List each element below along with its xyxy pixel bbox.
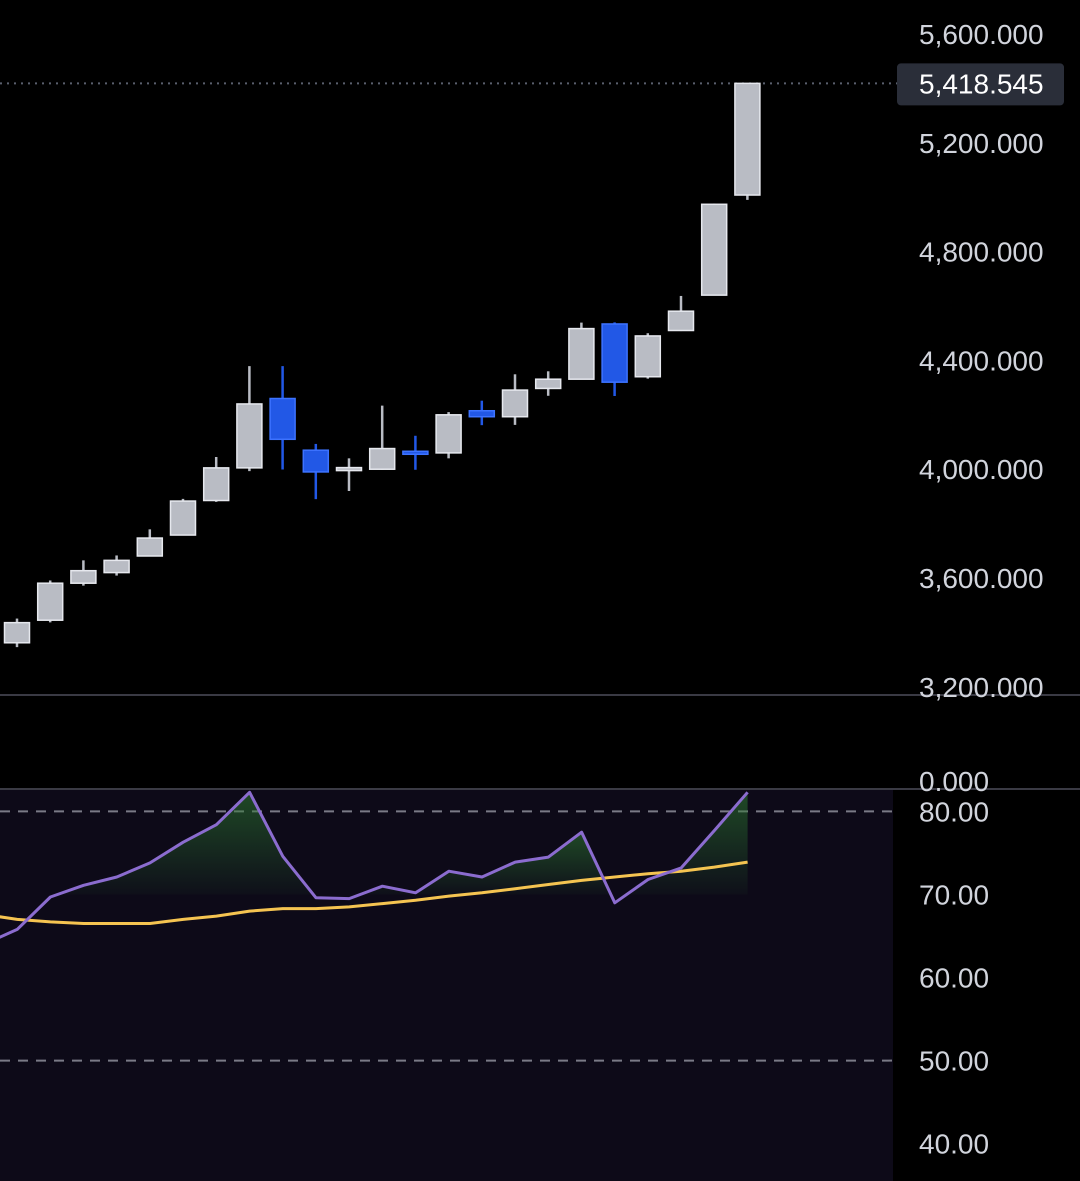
- candle-body: [236, 403, 263, 469]
- price-tick-label: 3,200.000: [919, 672, 1044, 703]
- rsi-ma-line[interactable]: [0, 860, 748, 925]
- candle[interactable]: [236, 366, 263, 472]
- candle[interactable]: [169, 498, 197, 536]
- candle-body: [667, 310, 695, 332]
- candle[interactable]: [667, 295, 695, 332]
- rsi-overbought-fill: [626, 792, 748, 895]
- price-tick-label: 5,200.000: [919, 128, 1044, 159]
- last-price-tag-bg: [897, 63, 1064, 106]
- candle-body: [501, 389, 529, 418]
- candle-body: [136, 537, 164, 557]
- candle[interactable]: [368, 405, 396, 470]
- candle[interactable]: [335, 458, 363, 491]
- price-tick-label: 3,600.000: [919, 563, 1044, 594]
- candle[interactable]: [3, 618, 31, 648]
- candle[interactable]: [136, 529, 164, 557]
- candle-body: [202, 467, 230, 502]
- candle-body: [402, 450, 429, 456]
- rsi-panel-background: [0, 789, 893, 1181]
- candle[interactable]: [634, 333, 662, 379]
- candle-body: [3, 621, 31, 644]
- volume-axis-zero-label: 0.000: [919, 766, 989, 797]
- candle-body: [36, 582, 64, 621]
- candle-body: [601, 323, 628, 383]
- candle[interactable]: [302, 443, 330, 500]
- candle-body: [700, 203, 728, 296]
- candle[interactable]: [269, 366, 296, 470]
- price-tick-label: 4,800.000: [919, 237, 1044, 268]
- candle-body: [468, 409, 496, 418]
- candle[interactable]: [568, 322, 595, 380]
- candle[interactable]: [700, 203, 728, 296]
- rsi-tick-label: 50.00: [919, 1046, 989, 1077]
- candle-body: [568, 327, 595, 380]
- candle-body: [435, 414, 462, 454]
- rsi-overbought-fill: [57, 792, 314, 895]
- candle-body: [634, 335, 662, 378]
- candle[interactable]: [402, 435, 429, 470]
- candle-body: [368, 447, 396, 470]
- candle[interactable]: [103, 555, 130, 576]
- candle-body: [534, 378, 562, 390]
- candle-body: [335, 466, 363, 472]
- rsi-tick-label: 60.00: [919, 963, 989, 994]
- candle[interactable]: [70, 560, 97, 586]
- last-price-tag: 5,418.545: [897, 63, 1064, 106]
- price-tick-label: 4,400.000: [919, 345, 1044, 376]
- last-price-label: 5,418.545: [919, 68, 1044, 99]
- candle[interactable]: [202, 456, 230, 502]
- rsi-axis[interactable]: 80.00 70.00 60.00 50.00 40.00: [919, 796, 989, 1159]
- candle[interactable]: [734, 82, 761, 200]
- candle[interactable]: [501, 374, 529, 425]
- candle-body: [103, 559, 130, 574]
- candle[interactable]: [601, 322, 628, 397]
- candle-body: [70, 569, 97, 584]
- price-tick-label: 5,600.000: [919, 19, 1044, 50]
- price-tick-label: 4,000.000: [919, 454, 1044, 485]
- candle[interactable]: [468, 400, 496, 426]
- rsi-tick-label: 70.00: [919, 879, 989, 910]
- candle[interactable]: [534, 371, 562, 396]
- price-axis[interactable]: 5,600.000 5,200.000 4,800.000 4,400.000 4,00…: [919, 19, 1044, 703]
- candle-body: [269, 397, 296, 441]
- candle[interactable]: [36, 580, 64, 623]
- candle[interactable]: [435, 412, 462, 459]
- candle-body: [302, 449, 330, 473]
- rsi-line[interactable]: [0, 790, 749, 944]
- candle-body: [734, 82, 761, 196]
- rsi-tick-label: 40.00: [919, 1129, 989, 1160]
- rsi-tick-label: 80.00: [919, 796, 989, 827]
- rsi-overbought-fill: [360, 832, 611, 895]
- candle-body: [169, 500, 197, 536]
- candlestick-series[interactable]: [3, 82, 761, 648]
